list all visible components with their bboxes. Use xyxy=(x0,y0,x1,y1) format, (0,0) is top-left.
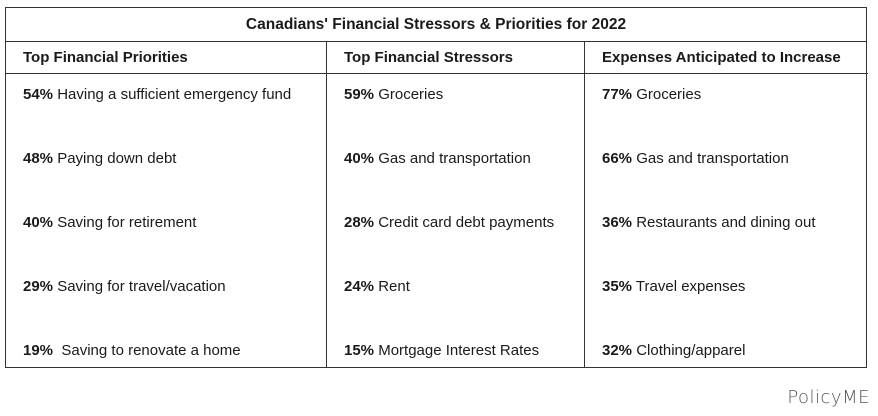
item-percent: 15% xyxy=(344,342,375,359)
item-label: Clothing/apparel xyxy=(632,342,746,359)
list-item: 36% Restaurants and dining out xyxy=(602,214,816,231)
column-header-stressors: Top Financial Stressors xyxy=(327,42,584,74)
item-label: Having a sufficient emergency fund xyxy=(53,86,292,103)
item-label: Saving for retirement xyxy=(53,214,197,231)
item-label: Mortgage Interest Rates xyxy=(374,342,540,359)
item-percent: 36% xyxy=(602,214,633,231)
list-item: 40% Saving for retirement xyxy=(23,214,196,231)
item-label: Gas and transportation xyxy=(374,150,531,167)
item-percent: 77% xyxy=(602,86,633,103)
list-item: 19% Saving to renovate a home xyxy=(23,342,241,359)
item-label: Groceries xyxy=(632,86,702,103)
item-label: Saving to renovate a home xyxy=(53,342,241,359)
column-priorities: Top Financial Priorities 54% Having a su… xyxy=(6,42,327,367)
item-percent: 28% xyxy=(344,214,375,231)
item-label: Gas and transportation xyxy=(632,150,789,167)
column-header-expenses: Expenses Anticipated to Increase xyxy=(585,42,868,74)
list-item: 48% Paying down debt xyxy=(23,150,176,167)
item-percent: 59% xyxy=(344,86,375,103)
list-item: 59% Groceries xyxy=(344,86,443,103)
item-label: Paying down debt xyxy=(53,150,177,167)
item-label: Saving for travel/vacation xyxy=(53,278,226,295)
item-percent: 29% xyxy=(23,278,54,295)
item-label: Travel expenses xyxy=(632,278,746,295)
column-header-priorities: Top Financial Priorities xyxy=(6,42,326,74)
list-item: 54% Having a sufficient emergency fund xyxy=(23,86,291,103)
list-item: 35% Travel expenses xyxy=(602,278,745,295)
item-percent: 48% xyxy=(23,150,54,167)
item-percent: 54% xyxy=(23,86,54,103)
policyme-logo: PolicyME xyxy=(787,387,870,408)
item-percent: 19% xyxy=(23,342,54,359)
list-item: 40% Gas and transportation xyxy=(344,150,531,167)
list-item: 77% Groceries xyxy=(602,86,701,103)
item-label: Rent xyxy=(374,278,410,295)
item-label: Credit card debt payments xyxy=(374,214,555,231)
item-percent: 32% xyxy=(602,342,633,359)
item-label: Groceries xyxy=(374,86,444,103)
item-label: Restaurants and dining out xyxy=(632,214,816,231)
list-item: 28% Credit card debt payments xyxy=(344,214,554,231)
list-item: 15% Mortgage Interest Rates xyxy=(344,342,539,359)
list-item: 66% Gas and transportation xyxy=(602,150,789,167)
item-percent: 66% xyxy=(602,150,633,167)
column-stressors: Top Financial Stressors 59% Groceries 40… xyxy=(327,42,585,367)
item-percent: 40% xyxy=(344,150,375,167)
column-expenses: Expenses Anticipated to Increase 77% Gro… xyxy=(585,42,868,367)
list-item: 24% Rent xyxy=(344,278,410,295)
table-title: Canadians' Financial Stressors & Priorit… xyxy=(6,8,866,42)
stressors-table: Canadians' Financial Stressors & Priorit… xyxy=(5,7,868,368)
list-item: 32% Clothing/apparel xyxy=(602,342,745,359)
list-item: 29% Saving for travel/vacation xyxy=(23,278,226,295)
item-percent: 40% xyxy=(23,214,54,231)
item-percent: 35% xyxy=(602,278,633,295)
item-percent: 24% xyxy=(344,278,375,295)
